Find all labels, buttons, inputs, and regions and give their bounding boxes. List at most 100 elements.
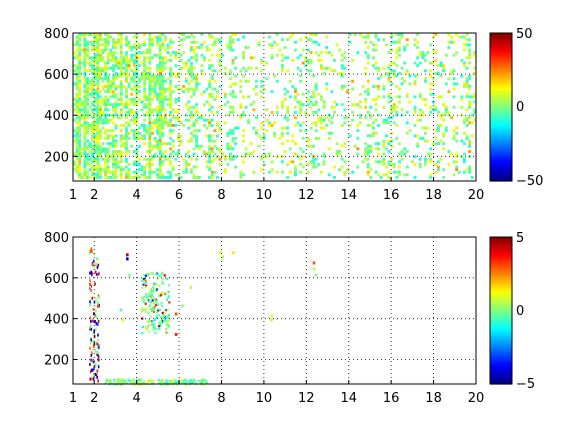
heatmap-cell: [374, 142, 378, 146]
heatmap-cell: [317, 116, 321, 120]
heatmap-cell: [177, 108, 180, 112]
heatmap-cell: [91, 46, 95, 49]
heatmap-cell: [460, 74, 464, 78]
heatmap-cell: [374, 98, 378, 101]
heatmap-cell: [91, 168, 95, 172]
heatmap-cell: [135, 46, 139, 49]
colorbar-segment: [490, 299, 512, 302]
heatmap-cell: [117, 33, 121, 36]
heatmap-cell: [142, 274, 146, 277]
heatmap-cell: [78, 168, 82, 172]
heatmap-cell: [143, 82, 147, 86]
heatmap-cell: [398, 152, 401, 156]
colorbar-segment: [490, 155, 512, 159]
heatmap-cell: [312, 157, 316, 161]
colorbar-segment: [490, 116, 512, 120]
heatmap-cell: [86, 147, 89, 151]
heatmap-cell: [213, 157, 217, 161]
heatmap-cell: [226, 147, 230, 151]
heatmap-cell: [114, 150, 118, 153]
heatmap-cell: [434, 72, 438, 75]
heatmap-cell: [387, 150, 391, 153]
heatmap-cell: [377, 77, 381, 81]
heatmap-cell: [88, 87, 92, 91]
heatmap-cell: [437, 95, 440, 99]
heatmap-cell: [169, 98, 173, 101]
heatmap-cell: [119, 40, 123, 44]
heatmap-cell: [307, 103, 310, 107]
heatmap-cell: [132, 131, 136, 135]
heatmap-cell: [195, 139, 199, 143]
heatmap-cell: [161, 74, 165, 78]
heatmap-cell: [127, 46, 131, 49]
heatmap-cell: [301, 155, 305, 159]
heatmap-cell: [114, 64, 118, 68]
heatmap-cell: [80, 108, 84, 112]
heatmap-cell: [335, 103, 339, 107]
heatmap-cell: [468, 168, 472, 172]
heatmap-cell: [83, 173, 87, 177]
heatmap-cell: [75, 163, 79, 166]
heatmap-cell: [177, 173, 180, 177]
heatmap-cell: [109, 134, 113, 138]
heatmap-cell: [413, 155, 417, 159]
heatmap-cell: [192, 113, 196, 117]
heatmap-cell: [244, 152, 248, 156]
heatmap-cell: [184, 87, 188, 91]
heatmap-cell: [327, 118, 331, 122]
heatmap-cell: [75, 87, 79, 91]
heatmap-cell: [91, 263, 94, 267]
heatmap-cell: [174, 100, 178, 104]
heatmap-cell: [101, 142, 105, 146]
heatmap-cell: [171, 116, 175, 120]
heatmap-cell: [130, 69, 134, 73]
colorbar-segment: [490, 358, 512, 362]
heatmap-cell: [468, 144, 472, 148]
heatmap-cell: [218, 48, 222, 52]
heatmap-cell: [184, 170, 188, 174]
heatmap-cell: [156, 77, 160, 81]
heatmap-cell: [197, 147, 201, 151]
heatmap-cell: [119, 144, 123, 148]
colorbar-segment: [490, 308, 512, 312]
heatmap-cell: [314, 129, 318, 133]
heatmap-cell: [148, 100, 152, 104]
heatmap-cell: [101, 100, 105, 104]
heatmap-cell: [301, 103, 305, 107]
heatmap-cell: [320, 51, 323, 55]
heatmap-cell: [112, 82, 115, 86]
heatmap-cell: [114, 108, 118, 112]
heatmap-cell: [340, 66, 344, 70]
top-heatmap-cells: [73, 33, 477, 179]
heatmap-cell: [83, 79, 87, 83]
heatmap-cell: [242, 129, 245, 133]
heatmap-cell: [429, 61, 433, 65]
heatmap-cell: [340, 165, 344, 169]
heatmap-cell: [78, 69, 82, 73]
heatmap-cell: [96, 111, 100, 114]
heatmap-cell: [190, 124, 193, 127]
heatmap-cell: [374, 61, 378, 65]
heatmap-cell: [135, 163, 139, 166]
heatmap-cell: [148, 79, 152, 83]
y-tick-label: 400: [44, 313, 69, 328]
heatmap-cell: [447, 113, 451, 117]
heatmap-cell: [93, 373, 95, 377]
heatmap-cell: [353, 144, 357, 148]
heatmap-cell: [179, 176, 183, 179]
heatmap-cell: [270, 168, 274, 172]
heatmap-cell: [442, 118, 446, 122]
heatmap-cell: [179, 382, 182, 385]
heatmap-cell: [239, 103, 243, 107]
heatmap-cell: [169, 74, 173, 78]
heatmap-cell: [421, 56, 425, 60]
heatmap-cell: [166, 309, 169, 312]
colorbar-segment: [490, 328, 512, 332]
heatmap-cell: [145, 325, 149, 329]
heatmap-cell: [439, 74, 443, 78]
heatmap-cell: [83, 35, 87, 39]
colorbar-segment: [490, 342, 512, 346]
colorbar-segment: [490, 123, 512, 127]
heatmap-cell: [96, 90, 100, 94]
